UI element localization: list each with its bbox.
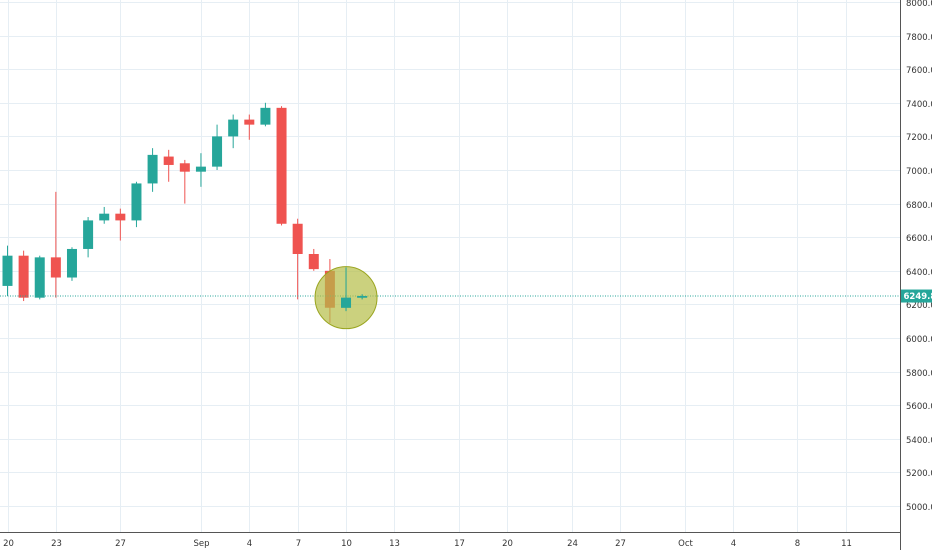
x-tick-label: 24 <box>567 539 578 549</box>
candle-body <box>131 183 141 220</box>
candle-body <box>115 214 125 221</box>
candle-3 <box>51 192 61 298</box>
y-tick-label: 5600.00 <box>906 402 932 412</box>
candle-7 <box>115 209 125 241</box>
x-tick-label: 27 <box>615 539 626 549</box>
candle-body <box>228 120 238 137</box>
y-tick-label: 7200.00 <box>906 133 932 143</box>
candle-16 <box>260 103 270 127</box>
y-tick-label: 6800.00 <box>906 201 932 211</box>
candle-6 <box>99 207 109 224</box>
candle-body <box>180 163 190 171</box>
candle-body <box>99 214 109 221</box>
x-tick-label: 20 <box>502 539 513 549</box>
x-tick-label: 10 <box>341 539 352 549</box>
candle-body <box>212 136 222 166</box>
candle-13 <box>212 125 222 170</box>
candle-body <box>293 224 303 254</box>
candle-0 <box>3 246 13 296</box>
candle-body <box>260 108 270 125</box>
candle-body <box>148 155 158 184</box>
candle-body <box>309 254 319 269</box>
x-tick-label: 23 <box>51 539 62 549</box>
candle-body <box>67 249 77 278</box>
y-tick-label: 5200.00 <box>906 469 932 479</box>
x-tick-label: 11 <box>841 539 852 549</box>
candle-18 <box>293 219 303 300</box>
x-tick-label: 4 <box>247 539 252 549</box>
candle-19 <box>309 249 319 271</box>
y-tick-label: 6600.00 <box>906 234 932 244</box>
candle-body <box>196 167 206 172</box>
candle-body <box>164 157 174 165</box>
y-tick-label: 7000.00 <box>906 167 932 177</box>
x-tick-label: 7 <box>296 539 301 549</box>
last-price-label: 6249.81 <box>904 292 932 302</box>
candle-14 <box>228 115 238 149</box>
candle-body <box>341 298 351 308</box>
y-tick-label: 7800.00 <box>906 33 932 43</box>
x-tick-label: 13 <box>389 539 400 549</box>
y-tick-label: 6400.00 <box>906 268 932 278</box>
candle-body <box>357 296 367 298</box>
x-tick-label: 17 <box>454 539 465 549</box>
candle-2 <box>35 256 45 300</box>
candle-17 <box>277 106 287 225</box>
candle-body <box>35 257 45 297</box>
x-tick-label: Sep <box>193 539 209 549</box>
x-tick-label: 8 <box>795 539 800 549</box>
grid-lines <box>0 0 900 532</box>
x-tick-label: 20 <box>3 539 14 549</box>
x-tick-label: Oct <box>678 539 693 549</box>
candle-10 <box>164 150 174 182</box>
x-tick-label: 4 <box>731 539 736 549</box>
candle-15 <box>244 115 254 140</box>
candle-12 <box>196 153 206 187</box>
y-tick-label: 6000.00 <box>906 335 932 345</box>
candle-5 <box>83 217 93 257</box>
candle-11 <box>180 160 190 204</box>
candle-body <box>19 256 29 298</box>
candle-body <box>51 257 61 277</box>
candle-8 <box>131 182 141 227</box>
y-tick-label: 5800.00 <box>906 369 932 379</box>
candle-body <box>83 220 93 249</box>
candle-body <box>244 120 254 125</box>
y-tick-label: 8000.00 <box>906 0 932 9</box>
candle-body <box>3 256 13 286</box>
x-tick-label: 27 <box>115 539 126 549</box>
candles <box>3 103 368 323</box>
candle-9 <box>148 148 158 192</box>
y-tick-label: 7400.00 <box>906 100 932 110</box>
overlays <box>0 267 900 329</box>
y-tick-label: 5000.00 <box>906 503 932 513</box>
candle-4 <box>67 247 77 281</box>
y-tick-label: 5400.00 <box>906 436 932 446</box>
candle-1 <box>19 251 29 301</box>
candle-body <box>277 108 287 224</box>
y-tick-label: 7600.00 <box>906 66 932 76</box>
